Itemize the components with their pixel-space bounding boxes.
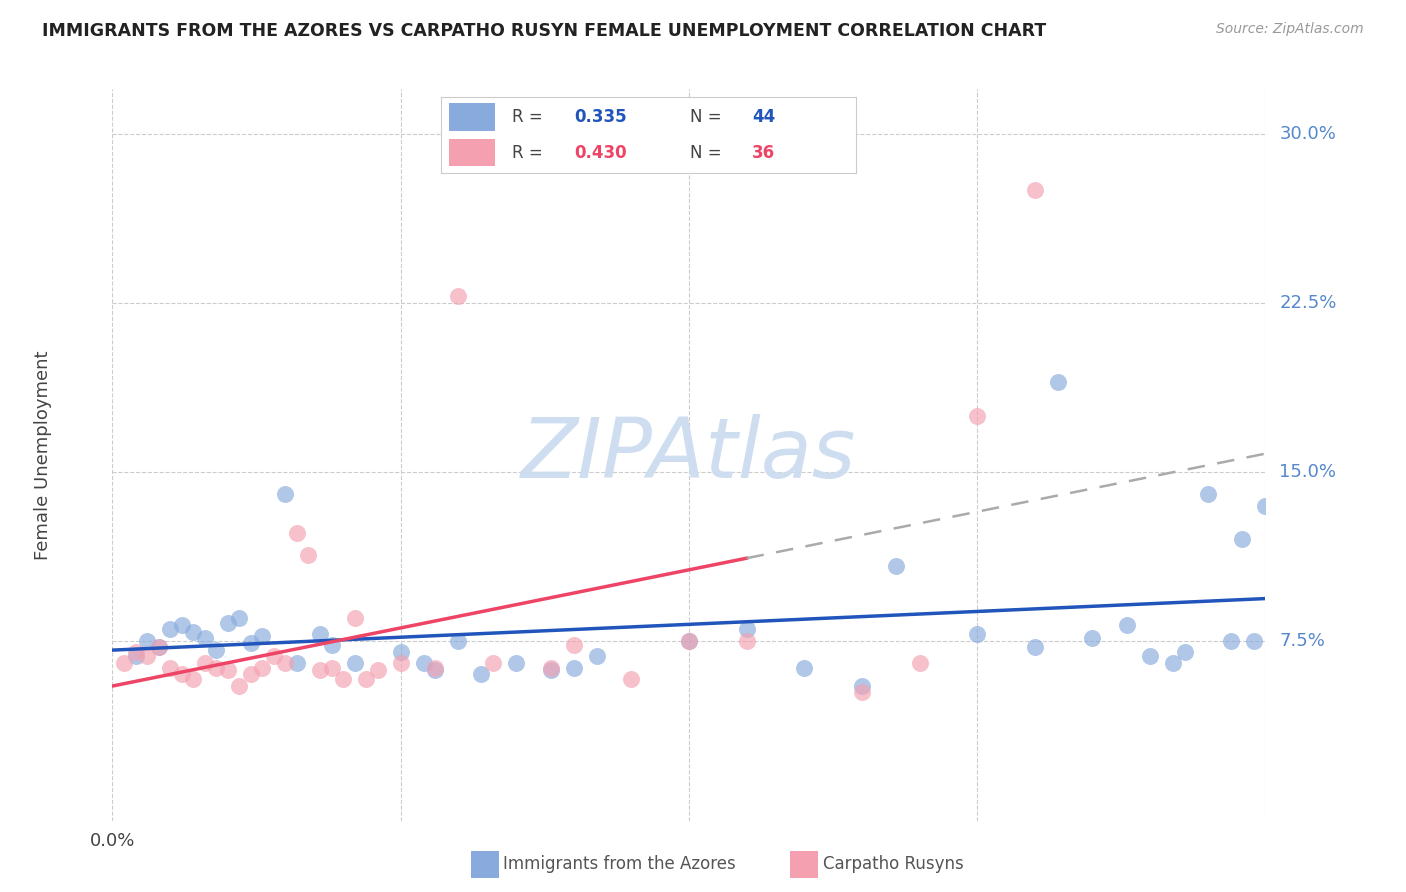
Point: [966, 409, 988, 423]
Point: [217, 663, 239, 677]
Point: [181, 672, 204, 686]
Text: ZIPAtlas: ZIPAtlas: [522, 415, 856, 495]
Point: [447, 289, 470, 303]
Point: [252, 660, 274, 674]
Point: [159, 623, 181, 637]
Point: [389, 656, 412, 670]
Point: [194, 632, 217, 646]
Point: [228, 679, 250, 693]
Point: [470, 667, 492, 681]
Point: [678, 633, 700, 648]
Point: [851, 685, 873, 699]
Point: [540, 663, 562, 677]
Text: 0.0%: 0.0%: [90, 831, 135, 849]
Point: [1161, 656, 1184, 670]
Text: 15.0%: 15.0%: [1279, 463, 1336, 481]
Point: [148, 640, 170, 655]
Text: 22.5%: 22.5%: [1279, 294, 1337, 312]
Point: [1254, 499, 1277, 513]
Text: Carpatho Rusyns: Carpatho Rusyns: [823, 855, 963, 873]
Point: [148, 640, 170, 655]
Point: [1024, 184, 1046, 198]
Point: [1139, 649, 1161, 664]
Text: Female Unemployment: Female Unemployment: [34, 351, 52, 559]
Point: [354, 672, 377, 686]
Point: [112, 656, 135, 670]
Point: [228, 611, 250, 625]
Point: [562, 638, 585, 652]
Text: Source: ZipAtlas.com: Source: ZipAtlas.com: [1216, 22, 1364, 37]
Point: [620, 672, 643, 686]
Point: [1024, 640, 1046, 655]
Point: [793, 660, 815, 674]
Point: [678, 633, 700, 648]
Point: [194, 656, 217, 670]
Text: Immigrants from the Azores: Immigrants from the Azores: [503, 855, 737, 873]
Point: [321, 638, 343, 652]
Text: 30.0%: 30.0%: [1279, 125, 1336, 144]
Point: [1081, 632, 1104, 646]
Point: [124, 649, 146, 664]
Point: [1116, 617, 1139, 632]
Point: [297, 548, 319, 562]
Point: [217, 615, 239, 630]
Point: [735, 633, 758, 648]
Point: [170, 667, 193, 681]
Point: [136, 649, 159, 664]
Point: [321, 660, 343, 674]
Point: [239, 636, 262, 650]
Point: [170, 617, 193, 632]
Point: [425, 663, 447, 677]
Point: [851, 679, 873, 693]
Point: [1232, 533, 1254, 547]
Point: [309, 663, 332, 677]
Point: [908, 656, 931, 670]
Point: [136, 633, 159, 648]
Point: [263, 649, 285, 664]
Point: [412, 656, 434, 670]
Point: [285, 525, 308, 540]
Point: [482, 656, 505, 670]
Point: [239, 667, 262, 681]
Point: [124, 645, 146, 659]
Point: [886, 559, 908, 574]
Point: [562, 660, 585, 674]
Point: [1243, 633, 1265, 648]
Point: [252, 629, 274, 643]
Point: [505, 656, 527, 670]
Point: [332, 672, 354, 686]
Point: [966, 627, 988, 641]
Point: [309, 627, 332, 641]
Point: [540, 660, 562, 674]
Point: [159, 660, 181, 674]
Point: [585, 649, 607, 664]
Point: [343, 656, 366, 670]
Point: [181, 624, 204, 639]
Point: [735, 623, 758, 637]
Point: [285, 656, 308, 670]
Text: IMMIGRANTS FROM THE AZORES VS CARPATHO RUSYN FEMALE UNEMPLOYMENT CORRELATION CHA: IMMIGRANTS FROM THE AZORES VS CARPATHO R…: [42, 22, 1046, 40]
Point: [343, 611, 366, 625]
Point: [425, 660, 447, 674]
Point: [1046, 375, 1069, 389]
Point: [367, 663, 389, 677]
Point: [447, 633, 470, 648]
Point: [389, 645, 412, 659]
Text: 7.5%: 7.5%: [1279, 632, 1324, 649]
Point: [205, 660, 228, 674]
Point: [205, 642, 228, 657]
Point: [1197, 487, 1219, 501]
Point: [1219, 633, 1241, 648]
Point: [274, 487, 297, 501]
Point: [274, 656, 297, 670]
Point: [1174, 645, 1197, 659]
